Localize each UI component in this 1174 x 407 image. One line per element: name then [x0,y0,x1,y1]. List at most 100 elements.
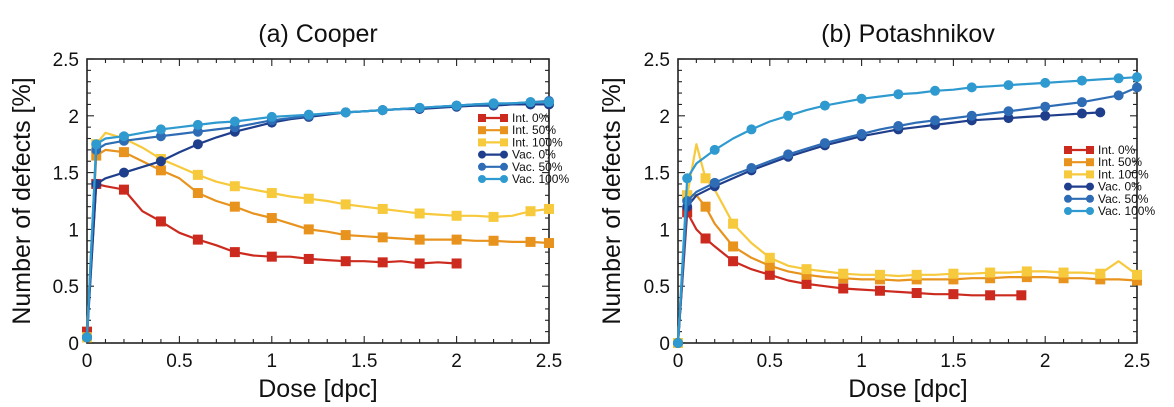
panel-a-data-point-square [340,230,351,241]
panel-b-legend-marker [1064,207,1072,215]
panel-b-legend-entry: Vac. 100% [1064,204,1155,218]
panel-a-data-point-circle [118,167,129,178]
panel-a-series-3 [82,99,554,343]
panel-b-data-point-square [728,218,739,229]
panel-a-axis-ticks: 00 0.5 0.5 1 1 1.5 1.5 2 2 2.5 2.5 [53,50,563,372]
panel-b-legend-marker [1086,158,1094,167]
panel-a-data-point-square [155,216,166,227]
panel-b-ytick-label: 2.5 [644,50,670,71]
panel-a-data-point-circle [229,116,240,127]
panel-a-xtick-label: 2 [451,351,462,372]
panel-a-legend-label: Vac. 0% [512,148,556,162]
panel-b-plot-frame [677,58,1138,344]
panel-a-legend-entry: Int. 0% [478,111,550,125]
panel-a-xtick-label: 0 [82,351,93,372]
panel-a-data-point-square [192,188,203,199]
panel-b: (b) Potashnikov Number of defects [%] Do… [598,20,1155,403]
panel-a-data-point-circle [91,178,102,189]
panel-a-legend-label: Int. 0% [512,111,550,125]
panel-a-xtick-label: 0.5 [166,351,192,372]
panel-b-xtick-label: 2.5 [1124,351,1150,372]
panel-b-legend-label: Int. 100% [1098,167,1149,181]
panel-b-data-point-circle [1113,73,1124,84]
panel-a-ytick-label: 2 [68,107,79,128]
panel-a-series-5 [82,97,554,343]
panel-a-legend: Int. 0%Int. 50%Int. 100%Vac. 0%Vac. 50%V… [478,111,569,186]
panel-a-data-point-circle [192,139,203,150]
panel-a-legend-label: Int. 50% [512,123,556,137]
panel-b-ytick-label: 2 [659,107,670,128]
panel-b-legend-marker [1064,194,1072,203]
panel-b-data-point-square [700,233,711,244]
panel-b-legend-marker [1064,158,1072,167]
panel-b-data-point-square [838,268,849,279]
panel-b-data-point-circle [783,149,794,160]
panel-b-ylabel: Number of defects [%] [598,77,626,324]
panel-b-legend-marker [1086,170,1094,179]
panel-a-legend-marker [500,126,508,135]
panel-b-data-point-circle [966,82,977,93]
panel-a-data-point-square [266,251,277,262]
panel-a-legend-marker [478,126,486,135]
panel-b-legend-marker [1064,182,1072,191]
panel-b-legend-entry: Vac. 0% [1064,180,1142,194]
panel-b-data-point-circle [709,144,720,155]
panel-b-data-point-square [1095,268,1106,279]
panel-a-data-point-square [377,257,388,268]
panel-b-data-point-square [728,241,739,252]
panel-a-data-point-circle [118,131,129,142]
panel-b-data-point-circle [1040,110,1051,121]
panel-b-xtick-label: 2 [1040,351,1051,372]
panel-b-legend-label: Vac. 100% [1098,204,1155,218]
panel-a-legend-marker [500,162,508,171]
panel-a-ytick-label: 0 [68,334,79,355]
panel-b-ytick-label: 0.5 [644,277,670,298]
panel-a-legend-marker [500,175,508,183]
panel-b-data-point-square [801,269,812,280]
panel-b-legend-label: Vac. 50% [1098,192,1149,206]
panel-a-legend-entry: Int. 50% [478,123,556,137]
panel-b-series-line [676,143,1138,344]
panel-b-data-point-circle [1132,72,1142,83]
panel-b-data-point-circle [783,110,794,121]
panel-a-data-point-square [488,211,499,222]
panel-a-xlabel: Dose [dpc] [258,375,378,403]
panel-a-data-point-circle [155,124,166,135]
panel-a-data-point-square [451,234,462,245]
panel-a-data-point-square [451,258,462,269]
panel-b-series-4 [673,82,1142,348]
panel-a-data-point-circle [544,97,554,108]
panel-a-legend-entry: Vac. 0% [478,148,556,162]
panel-a-legend-entry: Vac. 50% [478,160,563,174]
panel-b-series-line [676,111,1101,344]
panel-a-data-point-square [155,165,166,176]
panel-a-ytick-label: 1 [68,220,79,241]
panel-b-data-point-circle [1076,97,1087,108]
panel-b-data-point-square [764,269,775,280]
panel-a-data-point-square [377,232,388,243]
panel-b-legend-marker [1086,194,1094,203]
panel-a-xtick-label: 1 [267,351,278,372]
panel-a-data-point-circle [82,332,92,343]
panel-a-data-point-circle [377,105,388,116]
panel-b-data-point-square [874,269,885,280]
panel-b-series-2 [673,143,1142,348]
panel-a: (a) Cooper Number of defects [%] Dose [d… [8,20,569,403]
panel-a-data-point-square [340,256,351,267]
panel-b-data-point-circle [1040,101,1051,112]
panel-b-data-point-circle [746,163,757,174]
panel-b-legend-marker [1086,146,1094,154]
panel-a-data-point-square [525,206,536,217]
panel-a-data-point-square [229,181,240,192]
panel-b-xtick-label: 0 [673,351,684,372]
panel-a-legend-marker [478,150,486,159]
panel-b-data-point-circle [856,93,867,104]
panel-b-data-point-circle [819,100,830,111]
panel-a-data-point-circle [414,102,425,113]
panel-b-data-point-circle [930,115,941,126]
panel-a-data-point-square [192,234,203,245]
panel-b-data-point-square [1021,266,1032,277]
panel-a-data-point-square [544,238,554,249]
panel-b-data-point-circle [966,110,977,121]
panel-b-series-5 [673,72,1142,348]
